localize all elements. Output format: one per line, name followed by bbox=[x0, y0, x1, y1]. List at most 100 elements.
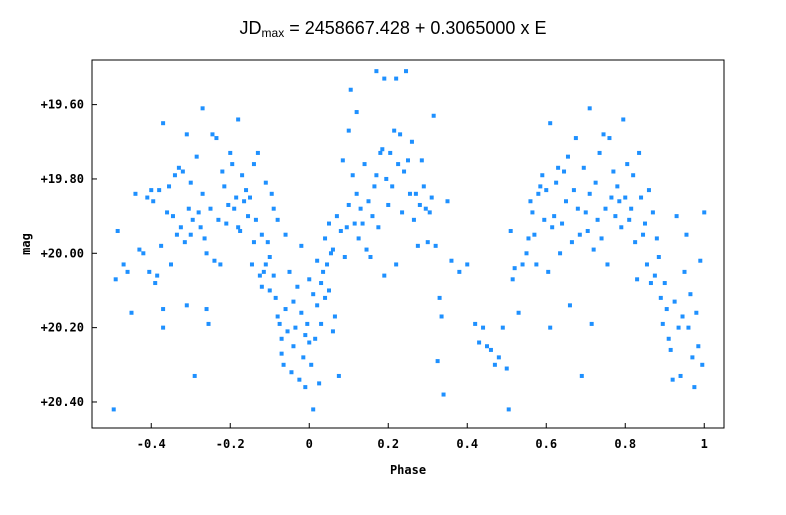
data-point bbox=[147, 269, 152, 274]
data-point bbox=[627, 217, 632, 222]
data-point bbox=[289, 370, 294, 375]
data-point bbox=[595, 217, 600, 222]
data-point bbox=[402, 169, 407, 174]
data-point bbox=[323, 295, 328, 300]
data-point bbox=[259, 284, 264, 289]
data-point bbox=[178, 225, 183, 230]
data-point bbox=[196, 210, 201, 215]
data-point bbox=[137, 247, 142, 252]
data-point bbox=[552, 214, 557, 219]
data-point bbox=[431, 113, 436, 118]
data-point bbox=[145, 195, 150, 200]
y-tick-label: +19.60 bbox=[41, 98, 84, 112]
data-point bbox=[165, 210, 170, 215]
data-point bbox=[668, 347, 673, 352]
data-point bbox=[291, 299, 296, 304]
data-point bbox=[277, 321, 282, 326]
data-point bbox=[246, 214, 251, 219]
data-point bbox=[567, 303, 572, 308]
data-point bbox=[267, 288, 272, 293]
data-point bbox=[330, 247, 335, 252]
data-point bbox=[275, 217, 280, 222]
data-point bbox=[188, 180, 193, 185]
data-point bbox=[548, 325, 553, 330]
y-tick-label: +20.00 bbox=[41, 246, 84, 260]
data-point bbox=[571, 188, 576, 193]
data-point bbox=[623, 195, 628, 200]
data-point bbox=[625, 162, 630, 167]
data-point bbox=[674, 214, 679, 219]
data-point bbox=[279, 351, 284, 356]
data-point bbox=[325, 262, 330, 267]
data-point bbox=[194, 154, 199, 159]
data-point bbox=[506, 407, 511, 412]
data-point bbox=[508, 228, 513, 233]
data-point bbox=[358, 206, 363, 211]
data-point bbox=[380, 147, 385, 152]
data-point bbox=[364, 247, 369, 252]
data-point bbox=[579, 373, 584, 378]
data-point bbox=[382, 273, 387, 278]
data-point bbox=[684, 232, 689, 237]
data-point bbox=[378, 150, 383, 155]
data-points bbox=[111, 69, 707, 412]
data-point bbox=[332, 314, 337, 319]
data-point bbox=[485, 344, 489, 349]
data-point bbox=[419, 158, 424, 163]
data-point bbox=[441, 392, 446, 397]
data-point bbox=[283, 307, 288, 312]
data-point bbox=[212, 258, 217, 263]
data-point bbox=[283, 232, 288, 237]
data-point bbox=[299, 243, 304, 248]
data-point bbox=[328, 251, 333, 256]
data-point bbox=[676, 325, 681, 330]
data-point bbox=[236, 117, 241, 122]
data-point bbox=[255, 150, 260, 155]
data-point bbox=[352, 221, 357, 226]
data-point bbox=[342, 255, 347, 260]
data-point bbox=[141, 251, 146, 256]
data-point bbox=[550, 225, 555, 230]
data-point bbox=[184, 132, 189, 137]
data-point bbox=[192, 373, 197, 378]
data-point bbox=[313, 336, 318, 341]
data-point bbox=[544, 188, 549, 193]
data-point bbox=[356, 236, 361, 241]
data-point bbox=[346, 128, 351, 133]
data-point bbox=[315, 258, 320, 263]
data-point bbox=[226, 202, 231, 207]
data-point bbox=[417, 202, 422, 207]
data-point bbox=[180, 169, 185, 174]
data-point bbox=[392, 128, 397, 133]
data-point bbox=[111, 407, 116, 412]
data-point bbox=[558, 251, 563, 256]
x-tick-label: 0.4 bbox=[456, 437, 478, 451]
data-point bbox=[603, 206, 608, 211]
data-point bbox=[204, 307, 209, 312]
data-point bbox=[492, 362, 497, 367]
data-point bbox=[413, 191, 418, 196]
data-point bbox=[500, 325, 505, 330]
data-point bbox=[157, 188, 162, 193]
x-tick-label: 0.2 bbox=[377, 437, 399, 451]
data-point bbox=[465, 262, 470, 267]
data-point bbox=[370, 214, 375, 219]
data-point bbox=[682, 269, 687, 274]
data-point bbox=[242, 199, 247, 204]
data-point bbox=[344, 225, 349, 230]
data-point bbox=[200, 106, 205, 111]
data-point bbox=[415, 243, 420, 248]
data-point bbox=[190, 217, 195, 222]
data-point bbox=[161, 307, 166, 312]
data-point bbox=[374, 69, 379, 74]
x-tick-label: -0.4 bbox=[137, 437, 166, 451]
data-point bbox=[236, 225, 241, 230]
data-point bbox=[664, 307, 669, 312]
data-point bbox=[423, 206, 428, 211]
data-point bbox=[583, 210, 588, 215]
data-point bbox=[360, 221, 365, 226]
data-point bbox=[279, 336, 284, 341]
data-point bbox=[311, 407, 316, 412]
data-point bbox=[340, 158, 345, 163]
data-point bbox=[643, 221, 647, 226]
